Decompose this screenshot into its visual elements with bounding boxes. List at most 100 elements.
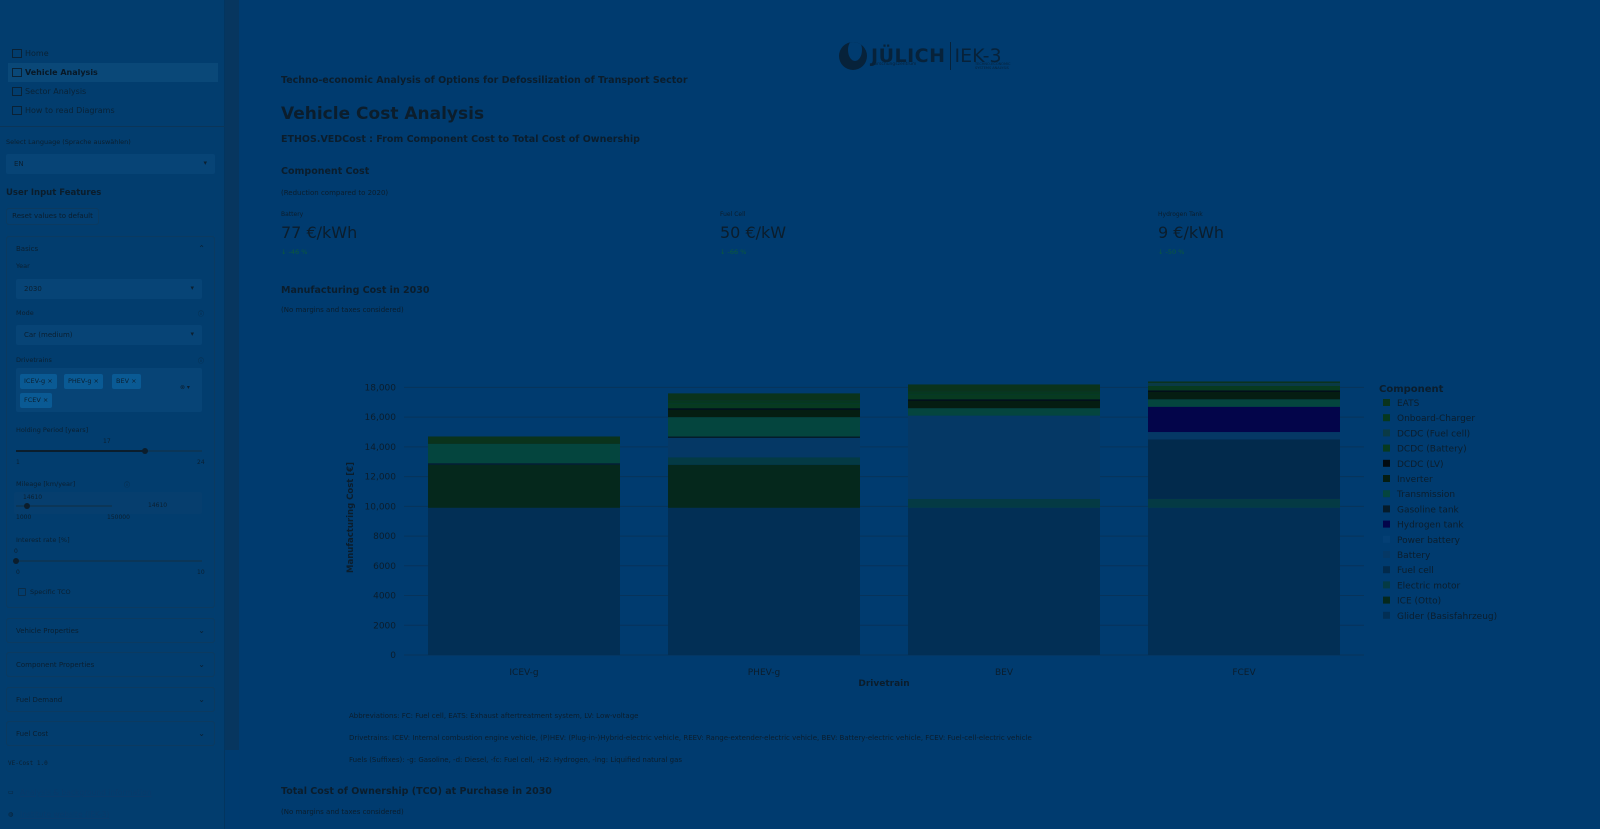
mileage-slider-handle[interactable]: [24, 503, 30, 509]
bar-segment: [908, 394, 1100, 400]
legend-label: Hydrogen tank: [1397, 521, 1464, 531]
bar-segment: [1148, 507, 1340, 655]
vehicle-properties-expander[interactable]: Vehicle Properties ⌄: [6, 618, 215, 643]
bar-segment: [1148, 432, 1340, 440]
legend-swatch: [1383, 399, 1390, 406]
close-icon[interactable]: ×: [93, 377, 99, 385]
expander-header[interactable]: Vehicle Properties ⌄: [7, 619, 214, 643]
tag-bev[interactable]: BEV ×: [112, 374, 141, 389]
legend-label: Transmission: [1396, 490, 1455, 500]
manufacturing-cost-chart: 0 2000 4000 6000 8000 10,000 12,000 14,000 16,00…: [346, 381, 1497, 689]
bar-segment: [428, 463, 620, 465]
bar-segment: [908, 399, 1100, 401]
sidebar-scrollbar[interactable]: [225, 0, 239, 750]
legend-swatch: [1383, 520, 1390, 528]
year-select[interactable]: 2030 ▾: [16, 279, 202, 299]
legend-label: DCDC (LV): [1397, 460, 1444, 470]
help-icon[interactable]: ⓘ: [198, 358, 205, 365]
nav-item-vehicle-analysis[interactable]: Vehicle Analysis: [8, 63, 218, 82]
mileage-input[interactable]: 14610: [148, 502, 168, 509]
component-cost-note: (Reduction compared to 2020): [281, 189, 389, 197]
legend-label: Power battery: [1397, 536, 1461, 546]
close-icon[interactable]: ×: [131, 377, 137, 385]
legend-label: Electric motor: [1397, 581, 1461, 591]
x-axis-label: Drivetrain: [858, 679, 909, 689]
bar-segment: [668, 403, 860, 409]
y-tick-label: 18,000: [365, 383, 397, 393]
bar-segment: [1148, 399, 1340, 407]
home-icon: [12, 49, 22, 58]
chevron-up-icon: ⌃: [198, 244, 205, 253]
logo-name: JÜLICH: [871, 45, 946, 67]
drivetrains-multiselect[interactable]: ICEV-g × PHEV-g × BEV × FCEV × ⊗ ▾: [16, 368, 202, 412]
holding-min: 1: [16, 459, 20, 466]
main-content: JÜLICH Forschungszentrum IEK-3 TECHNO-EC…: [239, 0, 1600, 829]
nav-item-sector-analysis[interactable]: Sector Analysis: [8, 82, 218, 101]
abbreviations-note: Abbreviations: FC: Fuel cell, EATS: Exha…: [349, 712, 639, 720]
logo: JÜLICH Forschungszentrum IEK-3 TECHNO-EC…: [839, 40, 1010, 72]
y-tick-label: 8000: [373, 532, 396, 542]
bar-segment: [908, 391, 1100, 395]
x-tick-label: PHEV-g: [748, 668, 780, 678]
inputs-heading: User Input Features: [6, 188, 102, 198]
fuel-demand-expander[interactable]: Fuel Demand ⌄: [6, 687, 215, 712]
help-icon[interactable]: ⓘ: [198, 311, 205, 318]
chevron-down-icon: ▾: [190, 284, 194, 292]
y-tick-label: 6000: [373, 562, 396, 572]
interest-min: 0: [16, 569, 20, 576]
mode-select[interactable]: Car (medium) ▾: [16, 325, 202, 345]
version-text: VE-Cost 1.0: [8, 760, 48, 767]
mode-value: Car (medium): [24, 331, 73, 339]
legend-swatch: [1383, 581, 1390, 589]
mileage-widget: [14, 492, 202, 514]
reset-button[interactable]: Reset values to default: [6, 208, 99, 225]
legend-swatch: [1383, 429, 1390, 437]
close-icon[interactable]: ×: [42, 396, 49, 404]
interest-slider-track[interactable]: [16, 560, 202, 562]
holding-slider-handle[interactable]: [142, 448, 149, 454]
nav-label: Vehicle Analysis: [25, 68, 98, 77]
expander-header[interactable]: Fuel Demand ⌄: [7, 688, 214, 712]
bar-segment: [908, 400, 1100, 409]
year-value: 2030: [24, 285, 42, 293]
specific-tco-checkbox[interactable]: [18, 588, 26, 596]
expander-header[interactable]: Component Properties ⌄: [7, 653, 214, 677]
clear-all-icon[interactable]: ⊗ ▾: [180, 384, 190, 391]
bar-segment: [428, 464, 620, 508]
nav-item-home[interactable]: Home: [8, 44, 218, 63]
bar-segment: [908, 498, 1100, 508]
analysis-link[interactable]: Analysis & background information: [20, 788, 152, 797]
interest-slider-handle[interactable]: [13, 558, 19, 564]
language-select[interactable]: EN ▾: [6, 154, 215, 174]
bar-segment: [1148, 498, 1340, 508]
tag-label: BEV: [116, 377, 130, 385]
legend-label: DCDC (Battery): [1397, 445, 1467, 455]
bar-segment: [428, 436, 620, 444]
legend-swatch: [1383, 535, 1390, 543]
interest-label: Interest rate [%]: [16, 536, 70, 544]
help-icon[interactable]: ⓘ: [124, 482, 131, 489]
x-tick-label: BEV: [995, 668, 1014, 678]
tag-fcev[interactable]: FCEV ×: [20, 393, 53, 408]
divider: [0, 126, 225, 127]
close-icon[interactable]: ×: [47, 377, 53, 385]
chevron-down-icon: ⌄: [198, 660, 205, 669]
chart-icon: [12, 87, 22, 96]
institute-link[interactable]: Institute website (IEK-3): [20, 810, 110, 819]
checkbox-icon: [12, 68, 22, 77]
basics-header[interactable]: Basics ⌃: [7, 237, 214, 261]
logo-iek-sub2: SYSTEMS ANALYSIS: [975, 66, 1009, 70]
nav-label: How to read Diagrams: [25, 106, 115, 115]
expander-header[interactable]: Fuel Cost ⌄: [7, 722, 214, 746]
y-tick-label: 4000: [373, 592, 396, 602]
tag-phev-g[interactable]: PHEV-g ×: [64, 374, 103, 389]
fuel-cost-expander[interactable]: Fuel Cost ⌄: [6, 721, 215, 746]
tag-icev-g[interactable]: ICEV-g ×: [20, 374, 57, 389]
legend-swatch: [1383, 611, 1390, 619]
mileage-slider-track[interactable]: [16, 505, 112, 507]
component-properties-expander[interactable]: Component Properties ⌄: [6, 652, 215, 677]
legend-label: Battery: [1397, 551, 1431, 561]
bar-segment: [1148, 439, 1340, 499]
bar-segment: [1148, 385, 1340, 391]
nav-item-how-to-read[interactable]: How to read Diagrams: [8, 101, 218, 120]
